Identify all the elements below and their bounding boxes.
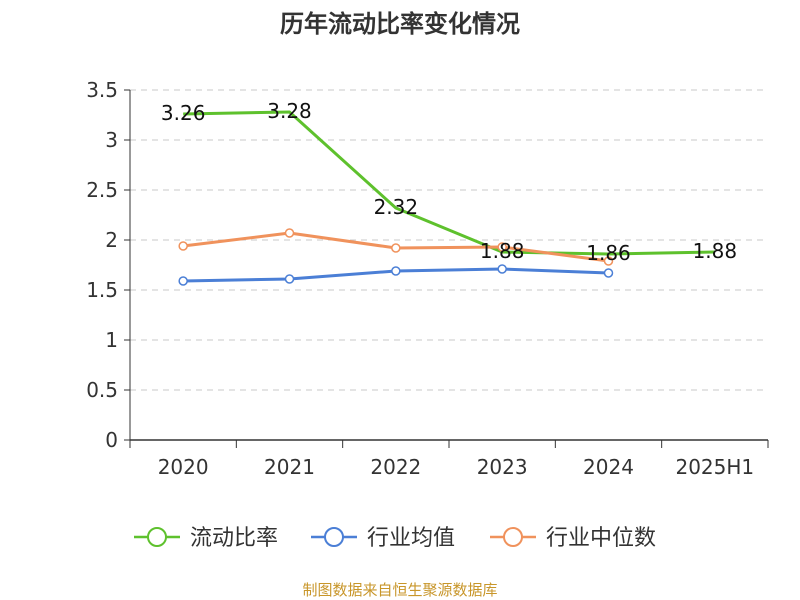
legend-marker: [324, 527, 344, 547]
series-3: [178, 228, 614, 266]
y-tick-label: 0.5: [86, 378, 118, 402]
series-1: [183, 110, 715, 256]
legend[interactable]: 流动比率 行业均值 行业中位数: [134, 526, 656, 551]
data-point[interactable]: [178, 241, 188, 251]
chart-title: 历年流动比率变化情况: [280, 10, 520, 38]
axes: 0 0.5 1 1.5 2 2.5 3 3.5 2020 2021 2022 2023 2024 2025…: [86, 78, 769, 479]
data-label: 3.26: [161, 101, 206, 125]
x-tick-label: 2024: [583, 455, 634, 479]
data-point[interactable]: [497, 264, 507, 274]
legend-item-1[interactable]: 流动比率: [134, 526, 278, 551]
data-label: 3.28: [267, 99, 312, 123]
data-label: 1.88: [693, 239, 738, 263]
y-tick-label: 1: [105, 328, 118, 352]
series-line: [183, 110, 715, 256]
legend-marker: [147, 527, 167, 547]
legend-item-3[interactable]: 行业中位数: [490, 526, 656, 551]
plot-area: [178, 110, 715, 286]
series-2: [178, 264, 614, 286]
grid: [130, 89, 768, 391]
y-tick-label: 3: [105, 128, 118, 152]
data-point[interactable]: [603, 256, 614, 266]
x-tick-label: 2023: [477, 455, 528, 479]
legend-marker: [503, 527, 523, 547]
data-point[interactable]: [391, 243, 401, 253]
data-labels: 3.26 3.28 2.32 1.88 1.86 1.88: [161, 99, 737, 265]
x-tick-label: 2020: [158, 455, 209, 479]
y-tick-label: 1.5: [86, 278, 118, 302]
x-tick-label: 2022: [370, 455, 421, 479]
legend-item-2[interactable]: 行业均值: [311, 526, 455, 551]
y-tick-label: 2.5: [86, 178, 118, 202]
y-tick-label: 0: [105, 428, 118, 452]
y-tick-label: 2: [105, 228, 118, 252]
legend-label: 流动比率: [190, 526, 278, 551]
x-tick-label: 2021: [264, 455, 315, 479]
data-point[interactable]: [284, 274, 295, 284]
data-point[interactable]: [391, 266, 401, 276]
data-label: 2.32: [374, 195, 419, 219]
legend-label: 行业中位数: [546, 526, 656, 551]
data-point[interactable]: [497, 242, 507, 252]
data-point[interactable]: [284, 228, 295, 238]
y-tick-label: 3.5: [86, 78, 118, 102]
data-label: 1.88: [480, 239, 525, 263]
x-tick-label: 2025H1: [675, 455, 754, 479]
source-note: 制图数据来自恒生聚源数据库: [302, 581, 497, 599]
legend-label: 行业均值: [367, 526, 455, 551]
data-point[interactable]: [178, 276, 188, 286]
data-label: 1.86: [586, 241, 631, 265]
data-point[interactable]: [603, 268, 614, 278]
